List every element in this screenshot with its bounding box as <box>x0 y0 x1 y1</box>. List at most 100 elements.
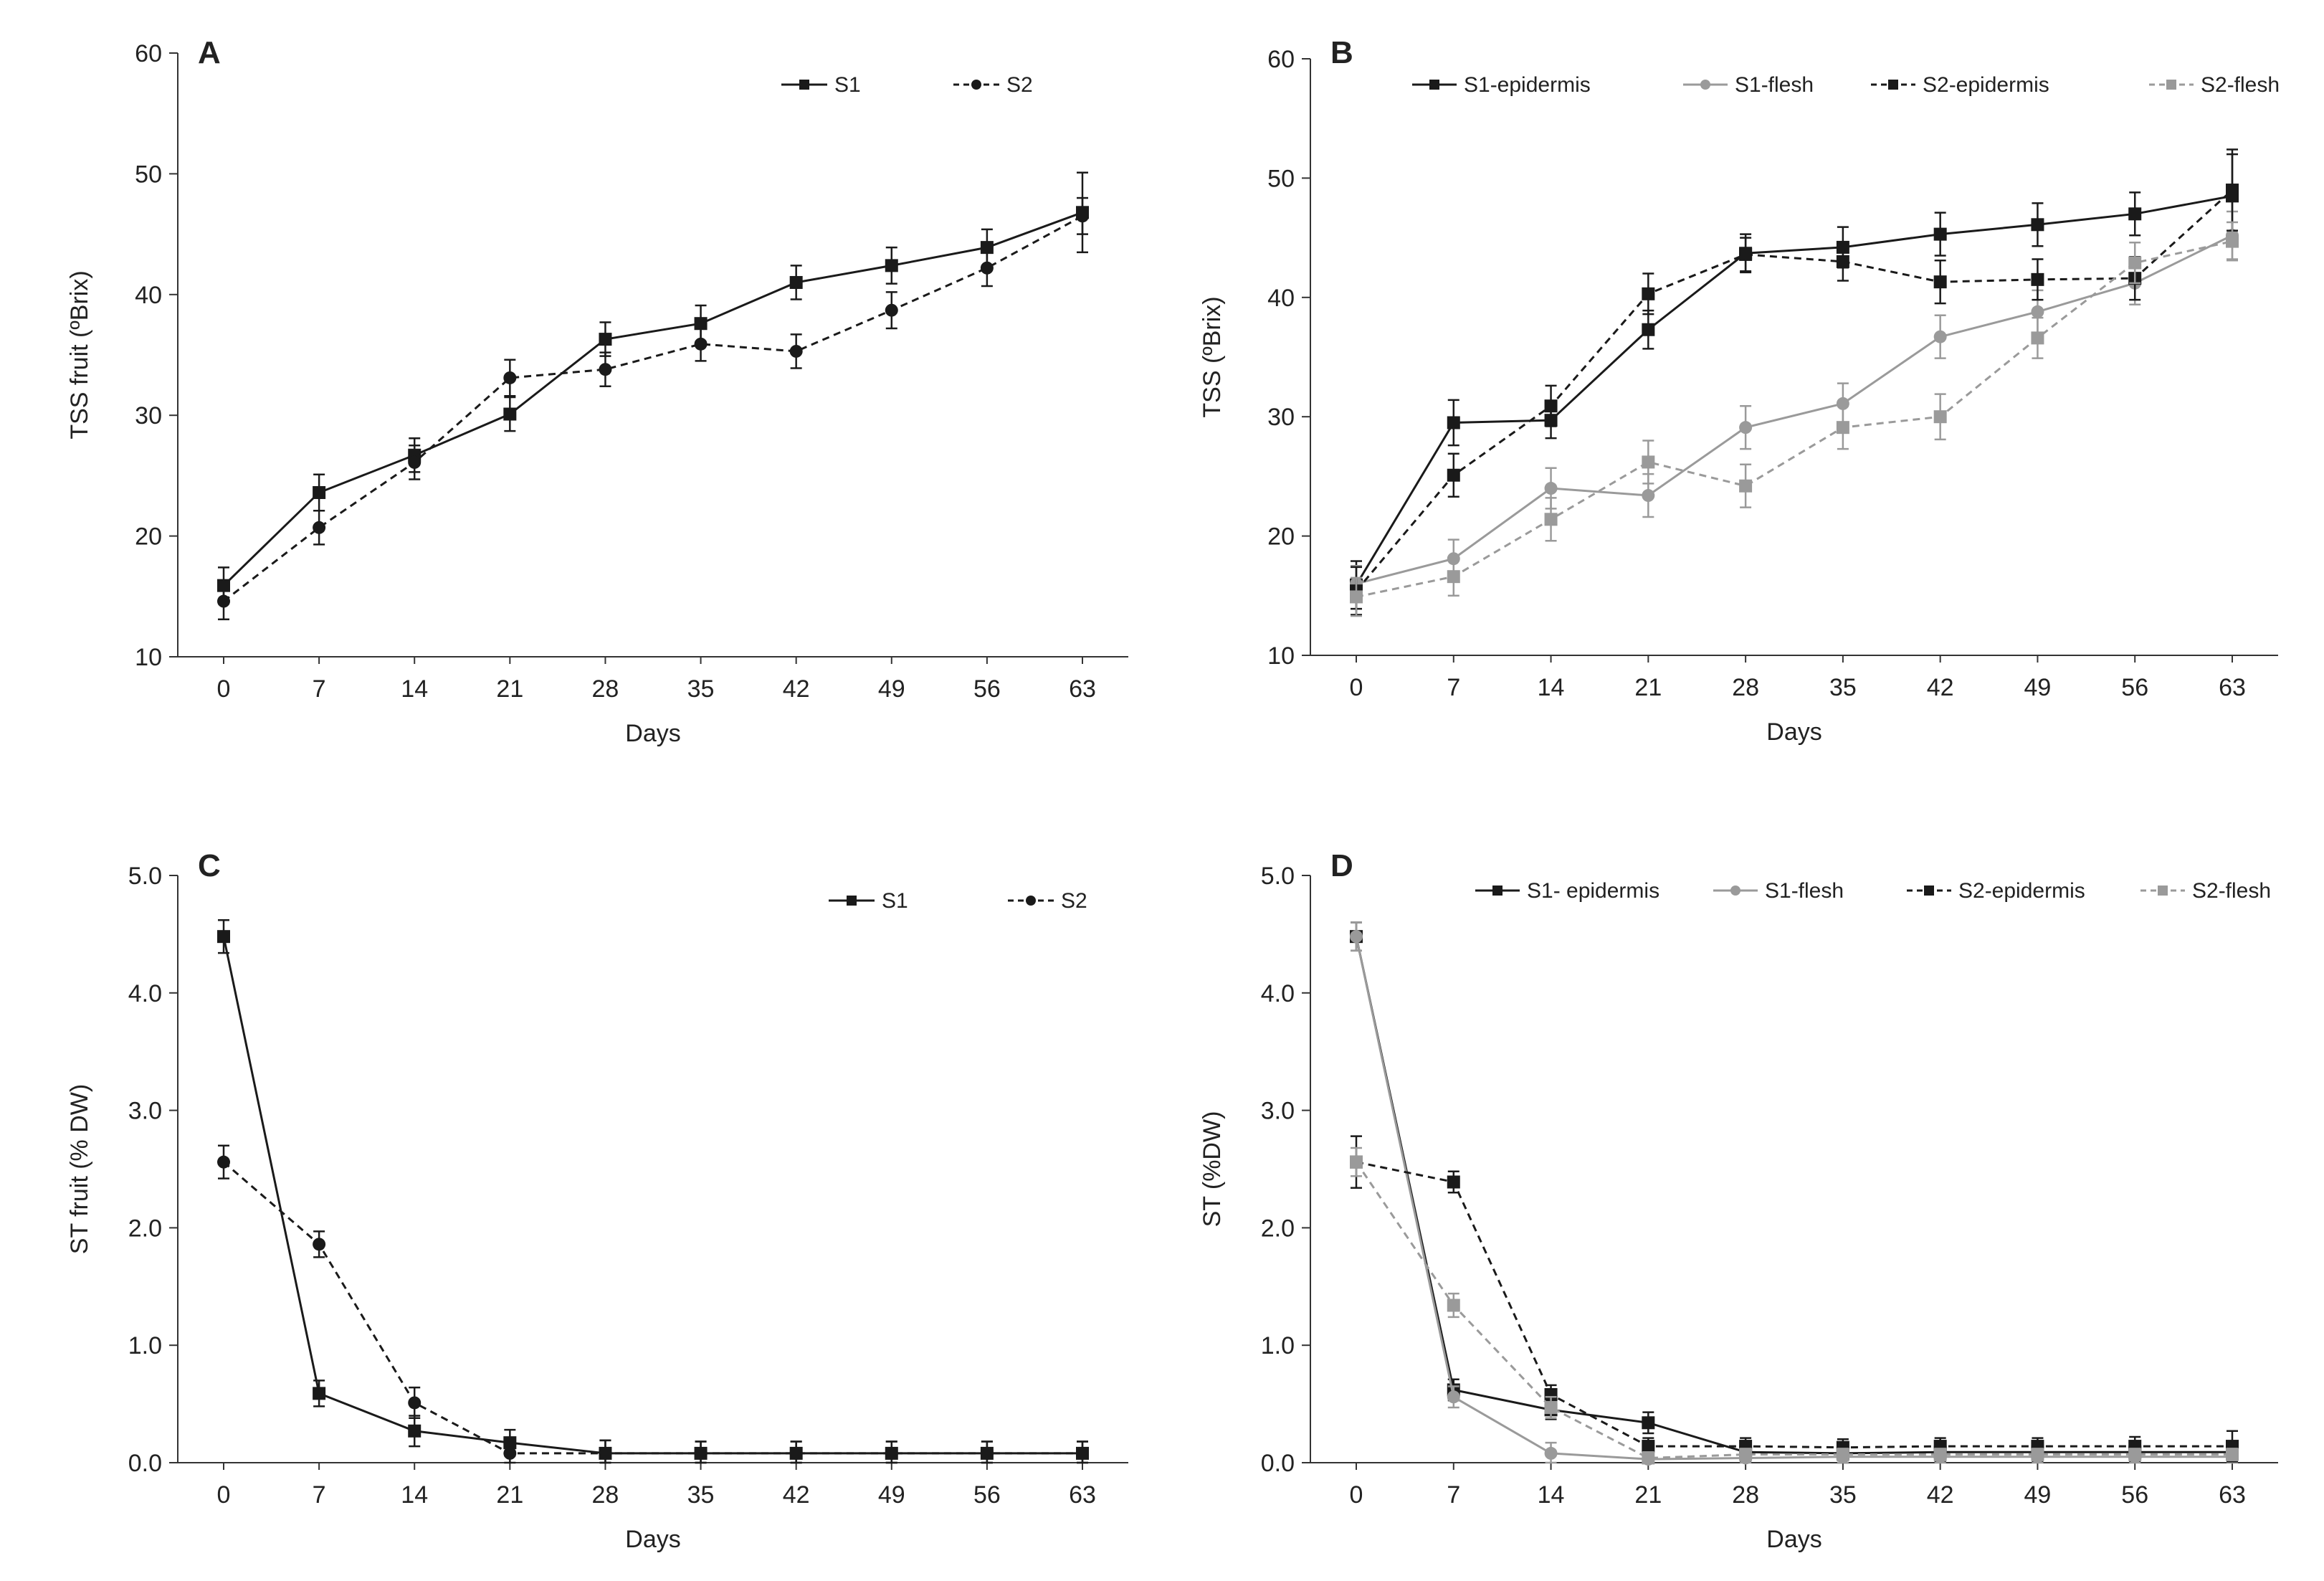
data-point <box>789 275 803 289</box>
panel-a-letter: A <box>198 35 221 70</box>
data-point <box>1836 421 1849 435</box>
y-tick-label: 50 <box>1267 165 1295 192</box>
legend-label: S2-epidermis <box>1958 879 2085 903</box>
x-tick-label: 42 <box>1927 674 1954 701</box>
data-point <box>1447 570 1460 584</box>
data-point <box>885 303 898 317</box>
x-tick-label: 0 <box>217 675 231 703</box>
x-tick-label: 63 <box>1069 1481 1096 1509</box>
legend-marker <box>1026 896 1036 906</box>
data-point <box>408 455 422 469</box>
data-point <box>2031 1448 2044 1461</box>
data-point <box>599 363 612 376</box>
data-point <box>503 371 517 384</box>
data-point <box>599 333 612 346</box>
x-tick-label: 0 <box>217 1481 231 1509</box>
x-tick-label: 56 <box>2121 1481 2148 1509</box>
data-point <box>1642 1451 1655 1465</box>
legend-marker <box>1492 886 1502 896</box>
data-point <box>1544 1446 1558 1460</box>
x-tick-label: 35 <box>1829 1481 1857 1509</box>
y-tick-label: 60 <box>135 40 162 67</box>
series-line <box>1356 1161 2232 1449</box>
x-tick-label: 49 <box>2024 674 2052 701</box>
data-point <box>1447 468 1460 482</box>
y-tick-label: 2.0 <box>128 1215 162 1242</box>
legend-label: S2 <box>1061 889 1087 913</box>
x-tick-label: 21 <box>496 675 523 703</box>
x-tick-label: 28 <box>592 675 619 703</box>
x-tick-label: 7 <box>313 1481 326 1509</box>
data-point <box>1076 1446 1089 1460</box>
x-tick-label: 28 <box>1732 1481 1759 1509</box>
y-axis-title: ST (%DW) <box>1199 1111 1226 1228</box>
data-point <box>1739 479 1753 493</box>
x-tick-label: 14 <box>401 675 428 703</box>
series-line <box>223 215 1083 602</box>
panel-a: A 10 20 30 40 50 60 0 7 14 21 28 35 42 49 56 63 Days TSS f… <box>66 35 1128 747</box>
data-point <box>2128 256 2142 270</box>
y-tick-label: 30 <box>135 402 162 429</box>
y-tick-label: 0.0 <box>1261 1450 1295 1477</box>
x-tick-label: 14 <box>1538 1481 1565 1509</box>
y-tick-label: 0.0 <box>128 1450 162 1477</box>
series-line <box>223 1161 1082 1455</box>
panel-d: D 0.0 1.0 2.0 3.0 4.0 5.0 0 7 14 21 28 35 42 49 56 63 Day… <box>1199 848 2278 1553</box>
x-tick-label: 49 <box>878 1481 905 1509</box>
data-point <box>2226 184 2239 197</box>
data-point <box>1642 323 1655 336</box>
data-point <box>1642 1440 1655 1453</box>
legend-label: S1-epidermis <box>1464 73 1591 97</box>
series-line <box>1356 240 2233 598</box>
data-point <box>2031 272 2044 286</box>
legend-marker <box>1924 886 1934 896</box>
data-point <box>1642 455 1655 469</box>
data-point <box>408 1424 422 1438</box>
series-line <box>1355 936 2232 1461</box>
series-s2-flesh <box>1350 1146 2239 1465</box>
legend-marker <box>2158 886 2168 896</box>
data-point <box>1933 227 1947 241</box>
legend-label: S2-flesh <box>2201 73 2280 97</box>
data-point <box>503 407 517 421</box>
data-point <box>1076 209 1089 223</box>
data-point <box>1739 247 1753 261</box>
series-line <box>1355 936 2232 1455</box>
x-tick-label: 56 <box>2121 674 2148 701</box>
y-tick-label: 5.0 <box>1261 863 1295 890</box>
y-tick-label: 1.0 <box>128 1332 162 1359</box>
x-tick-label: 14 <box>401 1481 428 1509</box>
legend-label: S2 <box>1006 73 1033 97</box>
data-point <box>217 594 230 608</box>
data-point <box>1350 930 1363 944</box>
y-axis-title: TSS fruit (ºBrix) <box>66 270 93 439</box>
x-tick-label: 42 <box>1927 1481 1954 1509</box>
data-point <box>313 485 326 499</box>
y-tick-label: 10 <box>135 644 162 671</box>
data-point <box>1350 590 1363 604</box>
data-point <box>2128 1448 2142 1461</box>
legend: S1- epidermis S1-flesh S2-epidermis S2-fles… <box>1475 879 2271 903</box>
data-point <box>599 1446 612 1460</box>
data-point <box>1739 421 1753 435</box>
data-point <box>1350 1155 1363 1169</box>
series-line <box>1356 234 2233 585</box>
y-tick-label: 3.0 <box>128 1098 162 1125</box>
data-point <box>694 337 708 351</box>
x-tick-label: 7 <box>1447 674 1460 701</box>
x-tick-label: 49 <box>878 675 905 703</box>
legend: S1 S2 <box>781 73 1033 97</box>
data-point <box>1544 513 1558 526</box>
data-point <box>694 1446 708 1460</box>
data-point <box>789 1446 803 1460</box>
x-tick-label: 28 <box>1732 674 1759 701</box>
data-point <box>980 261 994 275</box>
data-point <box>789 344 803 358</box>
data-point <box>1739 1448 1753 1461</box>
data-point <box>313 1387 326 1400</box>
y-tick-label: 1.0 <box>1261 1332 1295 1359</box>
legend-marker <box>1730 886 1740 896</box>
x-axis-title: Days <box>1766 718 1821 746</box>
panel-b: B 10 20 30 40 50 60 0 7 14 21 28 35 42 49 56 63 Days TSS (… <box>1199 35 2280 746</box>
